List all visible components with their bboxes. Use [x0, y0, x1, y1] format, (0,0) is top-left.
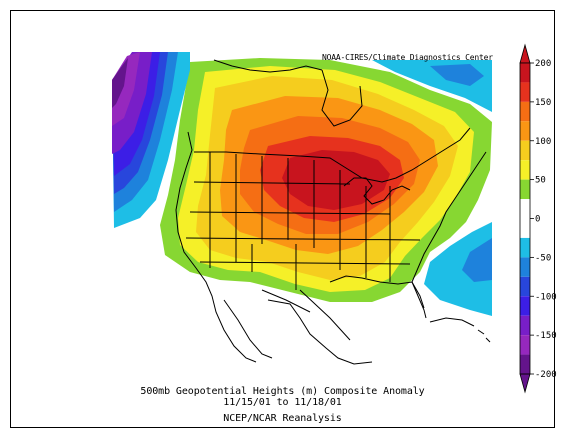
us-canada-border: [194, 127, 471, 183]
colorbar-tick-label: 200: [535, 59, 551, 69]
anomaly-field: [112, 52, 492, 316]
colorbar-tick-label: 50: [535, 176, 546, 186]
mexico-coast: [267, 299, 373, 365]
colorbar-tick-label: -50: [535, 253, 551, 263]
great-lakes: [343, 177, 411, 205]
mexico-interior: [261, 289, 351, 341]
colorbar-band: [520, 101, 530, 122]
contour-neg-nw-175: [112, 58, 128, 108]
colorbar-top-cap: [519, 43, 531, 64]
gulf-coast: [329, 275, 425, 309]
colorbar-band: [520, 335, 530, 355]
contour-neg-se-25: [424, 222, 492, 316]
colorbar-band: [520, 218, 530, 238]
colorbar-band: [520, 315, 530, 336]
florida: [411, 281, 427, 319]
credit-label: NOAA-CIRES/Climate Diagnostics Center: [322, 53, 493, 62]
colorbar: 200 150 100 50 0 -50 -100 -150 -200: [519, 43, 557, 394]
colorbar-tick-label: -150: [535, 331, 557, 341]
islands: [477, 329, 491, 343]
contour-175: [282, 150, 390, 210]
east-coast: [411, 151, 487, 283]
colorbar-band: [520, 276, 530, 297]
colorbar-band: [520, 354, 530, 374]
colorbar-band: [520, 296, 530, 316]
colorbar-band: [520, 140, 530, 161]
colorbar-band: [520, 199, 530, 219]
colorbar-tick-label: 0: [535, 215, 540, 225]
state-lines: [185, 152, 421, 290]
colorbar-tick-label: -200: [535, 370, 557, 380]
colorbar-band: [520, 82, 530, 102]
caption-source: NCEP/NCAR Reanalysis: [223, 413, 342, 424]
colorbar-band: [520, 121, 530, 141]
caption-title: 500mb Geopotential Heights (m) Composite…: [140, 386, 425, 397]
caption-date-range: 11/15/01 to 11/18/01: [223, 397, 342, 408]
contour-neg-se-50: [462, 238, 492, 282]
hudson-bay: [321, 69, 363, 127]
colorbar-band: [520, 257, 530, 277]
colorbar-band: [520, 237, 530, 258]
colorbar-tick-label: 100: [535, 137, 551, 147]
colorbar-band: [520, 179, 530, 200]
colorbar-band: [520, 160, 530, 180]
west-coast: [175, 131, 257, 363]
contour-neg-ne-50: [430, 64, 484, 86]
colorbar-tick-label: -100: [535, 292, 557, 302]
colorbar-tick-label: 150: [535, 98, 551, 108]
cuba: [429, 317, 475, 327]
arctic-coast: [213, 59, 323, 73]
colorbar-band: [520, 63, 530, 83]
baja-coast: [223, 299, 273, 359]
coastlines-and-borders: [175, 59, 491, 365]
